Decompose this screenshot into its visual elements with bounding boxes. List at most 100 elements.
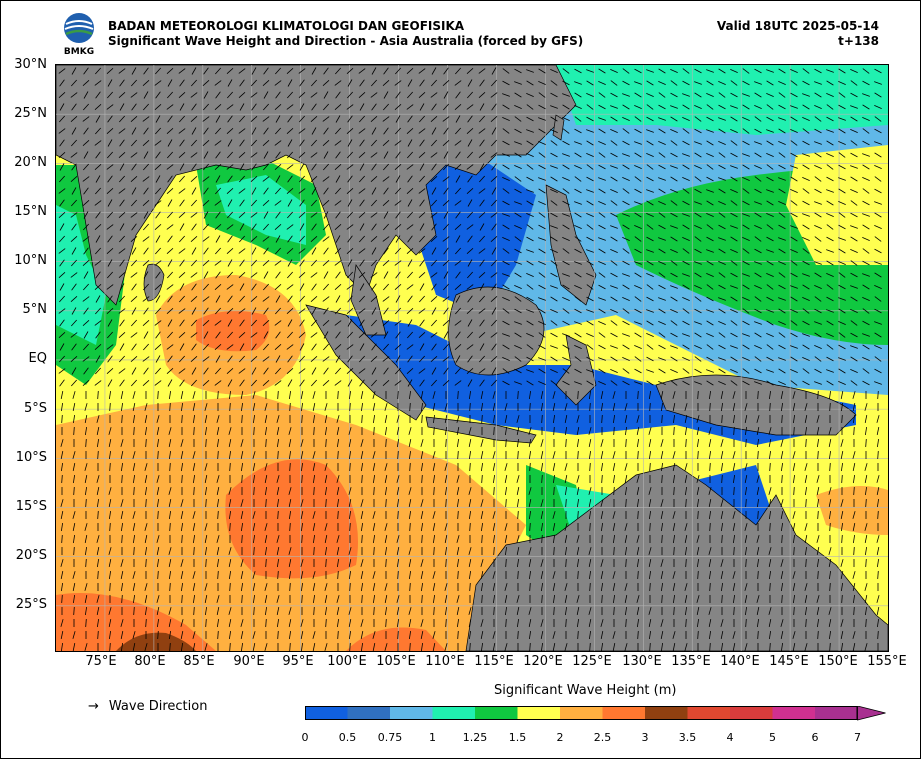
wave-arrow	[133, 414, 135, 424]
wave-arrow	[431, 343, 437, 351]
wave-arrow	[334, 320, 342, 326]
wave-arrow	[478, 368, 486, 374]
wave-arrow	[277, 450, 279, 460]
colorbar-level-label: 3	[641, 731, 649, 744]
wave-arrow	[204, 523, 208, 531]
wave-arrow	[706, 369, 714, 373]
wave-arrow	[58, 128, 66, 134]
wave-arrow	[263, 103, 269, 111]
wave-arrow	[85, 546, 87, 556]
wave-arrow	[168, 487, 172, 495]
wave-arrow	[709, 390, 711, 400]
wave-arrow	[684, 475, 688, 483]
wave-arrow	[454, 80, 462, 86]
wave-arrow	[455, 367, 461, 375]
wave-arrow	[817, 570, 819, 580]
wave-arrow	[622, 93, 630, 97]
wave-arrow	[169, 390, 171, 400]
wave-arrow	[672, 403, 676, 411]
wave-arrow	[406, 368, 414, 374]
wave-arrow	[778, 357, 786, 361]
wave-arrow	[180, 619, 184, 627]
wave-arrow	[529, 630, 531, 640]
wave-arrow	[766, 284, 774, 290]
wave-arrow	[395, 151, 401, 159]
wave-arrow	[361, 522, 363, 532]
wave-arrow	[682, 308, 690, 314]
wave-arrow	[287, 91, 293, 99]
wave-arrow	[529, 582, 531, 592]
wave-arrow	[505, 426, 507, 436]
wave-arrow	[598, 357, 606, 361]
wave-arrow	[577, 618, 579, 628]
wave-arrow	[265, 546, 267, 556]
wave-arrow	[179, 103, 185, 111]
wave-arrow	[215, 367, 221, 375]
wave-arrow	[874, 261, 882, 265]
wave-arrow	[276, 535, 280, 543]
wave-arrow	[721, 474, 723, 484]
wave-arrow	[720, 511, 724, 519]
wave-arrow	[491, 103, 497, 111]
wave-arrow	[754, 92, 762, 98]
wave-arrow	[108, 547, 112, 555]
wave-zone-darkorange-bottom	[346, 627, 446, 651]
wave-arrow	[802, 333, 810, 337]
wave-arrow	[349, 390, 351, 400]
wave-arrow	[442, 380, 450, 386]
wave-arrow	[190, 176, 198, 182]
wave-arrow	[59, 139, 65, 147]
wave-arrow	[562, 140, 570, 146]
wave-arrow	[862, 188, 870, 194]
wave-arrow	[838, 248, 846, 254]
wave-arrow	[406, 104, 414, 110]
wave-arrow	[553, 546, 555, 556]
wave-arrow	[838, 164, 846, 170]
wave-arrow	[730, 285, 738, 289]
wave-arrow	[778, 68, 786, 74]
wave-arrow	[850, 129, 858, 133]
wave-arrow	[586, 176, 594, 182]
wave-arrow	[646, 164, 654, 170]
wave-arrow	[637, 630, 639, 640]
wave-arrow	[396, 535, 400, 543]
wave-arrow	[347, 271, 353, 279]
wave-arrow	[154, 80, 162, 86]
wave-arrow	[346, 128, 354, 134]
wave-arrow	[850, 369, 858, 373]
wave-arrow	[275, 295, 281, 303]
wave-arrow	[479, 343, 485, 351]
wave-arrow	[658, 212, 666, 218]
wave-arrow	[433, 606, 435, 616]
wave-arrow	[349, 642, 351, 651]
wave-arrow	[502, 344, 510, 350]
wave-arrow	[204, 595, 208, 603]
wave-arrow	[97, 570, 99, 580]
wave-arrow	[514, 345, 522, 349]
wave-map[interactable]	[55, 64, 889, 652]
wave-arrow	[370, 212, 378, 218]
wave-arrow	[706, 224, 714, 230]
wave-arrow	[877, 618, 879, 628]
wave-arrow	[310, 332, 318, 338]
wave-arrow	[430, 116, 438, 122]
wave-arrow	[337, 570, 339, 580]
wave-arrow	[276, 487, 280, 495]
svg-text:BMKG: BMKG	[64, 47, 94, 56]
wave-arrow	[742, 284, 750, 290]
wave-arrow	[540, 571, 544, 579]
wave-arrow	[826, 213, 834, 217]
wave-arrow	[730, 332, 738, 338]
wave-arrow	[300, 631, 304, 639]
wave-arrow	[490, 92, 498, 98]
wave-arrow	[395, 331, 401, 339]
wave-arrow	[658, 141, 666, 145]
wave-arrow	[457, 510, 459, 520]
wave-arrow	[528, 487, 532, 495]
wave-arrow	[541, 474, 543, 484]
wave-arrow	[694, 308, 702, 314]
wave-arrow	[311, 379, 317, 387]
wave-arrow	[252, 403, 256, 411]
wave-arrow	[502, 164, 510, 170]
wave-arrow	[119, 319, 125, 327]
